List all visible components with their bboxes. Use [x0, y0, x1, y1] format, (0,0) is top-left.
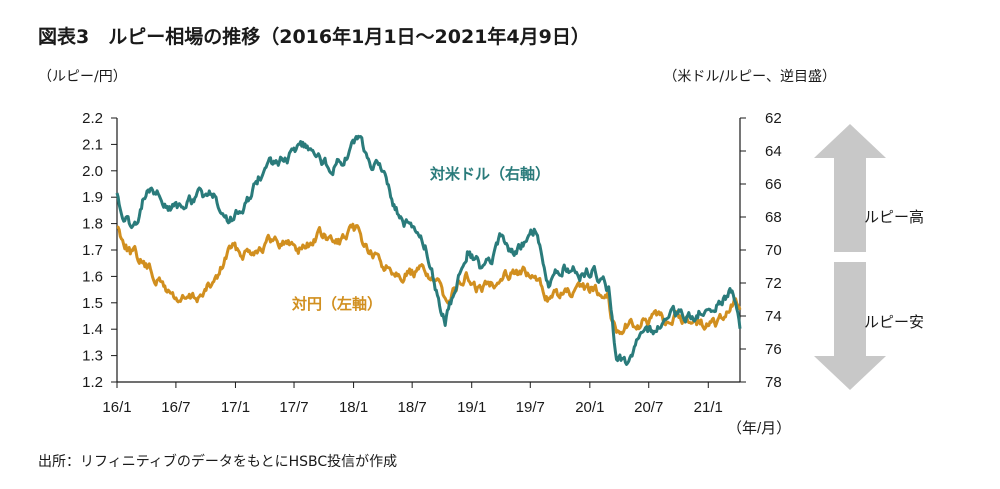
right-tick-label: 68: [765, 209, 782, 226]
right-tick-label: 78: [765, 374, 782, 391]
right-axis-unit: （米ドル/ルピー、逆目盛）: [663, 69, 836, 85]
jpy-series-label: 対円（左軸）: [291, 295, 382, 313]
chart-axes: 2.2 2.1 2.0 1.9 1.8 1.7 1.6 1.5 1.4 1.3 1.2 62 64 66 6…: [82, 110, 782, 416]
x-tick-label: 17/1: [221, 399, 250, 416]
x-tick-label: 20/1: [575, 399, 604, 416]
left-tick-label: 1.4: [82, 321, 103, 338]
down-arrow-icon: [814, 262, 886, 390]
x-tick-label: 19/7: [516, 399, 545, 416]
right-tick-label: 66: [765, 176, 782, 193]
x-tick-label: 21/1: [694, 399, 723, 416]
source-note: 出所：リフィニティブのデータをもとにHSBC投信が作成: [38, 454, 398, 470]
x-tick-label: 17/7: [279, 399, 308, 416]
chart-lines: [115, 134, 742, 366]
rupee-weak-label: ルピー安: [864, 313, 924, 331]
up-arrow-icon: [814, 124, 886, 252]
x-tick-label: 18/7: [398, 399, 427, 416]
x-tick-label: 20/7: [634, 399, 663, 416]
right-tick-label: 62: [765, 110, 782, 127]
left-tick-label: 1.6: [82, 268, 103, 285]
right-tick-label: 72: [765, 275, 782, 292]
right-tick-label: 64: [765, 143, 782, 160]
left-axis-unit: （ルピー/円）: [38, 69, 127, 85]
jpy-series-line: [116, 222, 742, 336]
usd-series-line: [115, 134, 742, 366]
direction-arrows: [814, 124, 886, 390]
left-tick-label: 2.0: [82, 163, 103, 180]
left-tick-label: 1.3: [82, 348, 103, 365]
x-tick-label: 16/7: [161, 399, 190, 416]
chart-title: 図表3 ルピー相場の推移（2016年1月1日～2021年4月9日）: [38, 26, 590, 48]
left-tick-label: 1.5: [82, 295, 103, 312]
x-tick-label: 18/1: [339, 399, 368, 416]
left-tick-label: 2.2: [82, 110, 103, 127]
left-tick-label: 1.8: [82, 216, 103, 233]
right-tick-label: 70: [765, 242, 782, 259]
right-tick-label: 74: [765, 308, 782, 325]
left-tick-label: 1.7: [82, 242, 103, 259]
x-tick-label: 16/1: [102, 399, 131, 416]
left-tick-label: 1.9: [82, 189, 103, 206]
x-axis-unit: （年/月）: [727, 420, 791, 437]
usd-series-label: 対米ドル（右軸）: [429, 165, 550, 183]
rupee-strong-label: ルピー高: [864, 208, 924, 226]
x-tick-label: 19/1: [457, 399, 486, 416]
right-tick-label: 76: [765, 341, 782, 358]
left-tick-label: 1.2: [82, 374, 103, 391]
left-tick-label: 2.1: [82, 136, 103, 153]
